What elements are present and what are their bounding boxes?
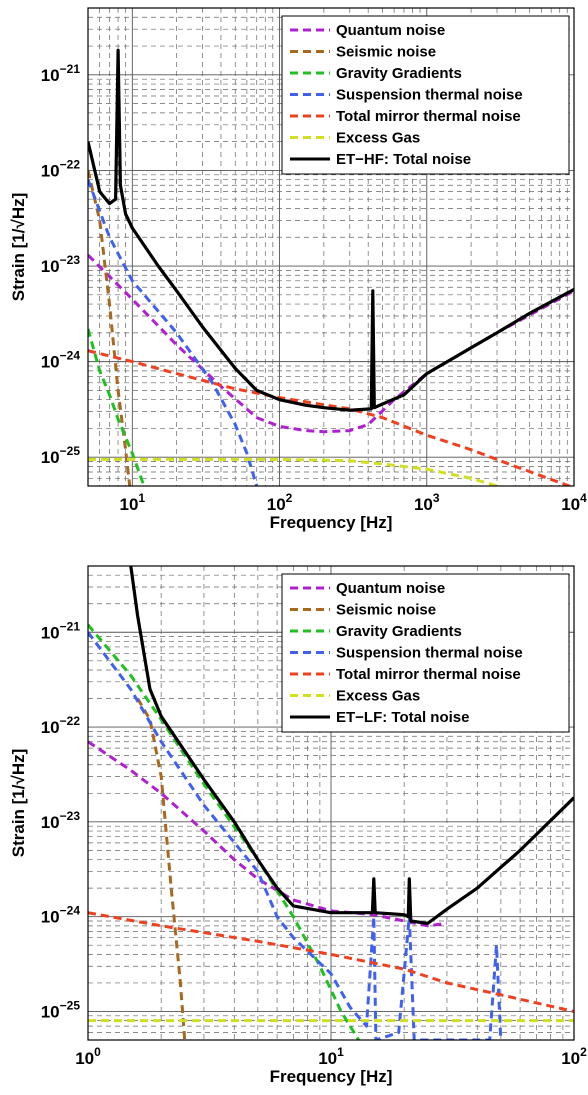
series-line-2: [136, 697, 187, 1040]
y-tick-label: 10−24: [41, 349, 81, 372]
y-tick-label: 10−23: [41, 809, 81, 832]
chart-panel-1: 101 102 103 104 10−25 10−24 10−23 10−22 10−21 Fre…: [9, 7, 587, 532]
y-tick-label: 10−21: [41, 619, 81, 642]
y-tick-label: 10−24: [41, 904, 81, 927]
x-tick-label: 102: [267, 491, 293, 514]
series-line-6: [88, 457, 498, 486]
y-tick-label: 10−22: [41, 714, 81, 737]
plot-frame: [87, 565, 575, 1041]
y-tick-label: 10−22: [41, 157, 81, 180]
legend-entry: Seismic noise: [336, 44, 436, 61]
series-line-7: [88, 48, 574, 412]
y-axis-label: Strain [1/√Hz]: [9, 749, 28, 858]
x-tick-label: 104: [561, 491, 587, 514]
series-group: [88, 48, 574, 486]
chart-panel-2: 100 101 102 10−25 10−24 10−23 10−22 10−21 Freque…: [9, 565, 587, 1086]
legend-entry: Total mirror thermal noise: [336, 666, 521, 683]
series-line-4: [88, 631, 503, 1040]
x-tick-label: 101: [318, 1045, 344, 1068]
plot-frame: [87, 7, 575, 487]
y-tick-label: 10−23: [41, 253, 81, 276]
series-line-4: [88, 179, 259, 486]
legend-entry: Quantum noise: [336, 22, 445, 39]
legend-entry: ET−HF: Total noise: [336, 151, 471, 168]
y-tick-label: 10−21: [41, 62, 81, 85]
series-line-2: [88, 170, 132, 486]
legend-entry: Seismic noise: [336, 602, 436, 619]
legend: Quantum noise Seismic noise Gravity Gradie…: [281, 573, 570, 733]
legend-entry: Suspension thermal noise: [336, 645, 523, 662]
x-tick-label: 100: [75, 1045, 101, 1068]
y-axis-label: Strain [1/√Hz]: [9, 193, 28, 302]
x-axis-label: Frequency [Hz]: [270, 513, 393, 532]
x-tick-label: 102: [561, 1045, 587, 1068]
series-line-3: [88, 328, 146, 486]
legend-entry: Total mirror thermal noise: [336, 108, 521, 125]
x-axis-label: Frequency [Hz]: [270, 1067, 393, 1086]
legend-entry: Excess Gas: [336, 688, 420, 705]
legend-entry: ET−LF: Total noise: [336, 709, 469, 726]
series-group: [88, 566, 574, 1040]
legend-entry: Quantum noise: [336, 580, 445, 597]
legend-entry: Gravity Gradients: [336, 623, 462, 640]
x-tick-label: 103: [414, 491, 440, 514]
legend-entry: Excess Gas: [336, 130, 420, 147]
legend-entry: Gravity Gradients: [336, 65, 462, 82]
series-line-7: [129, 566, 574, 925]
y-tick-label: 10−25: [41, 444, 81, 467]
x-tick-label: 101: [120, 491, 146, 514]
legend: Quantum noise Seismic noise Gravity Gradie…: [281, 15, 570, 175]
legend-entry: Suspension thermal noise: [336, 87, 523, 104]
y-tick-label: 10−25: [41, 998, 81, 1021]
